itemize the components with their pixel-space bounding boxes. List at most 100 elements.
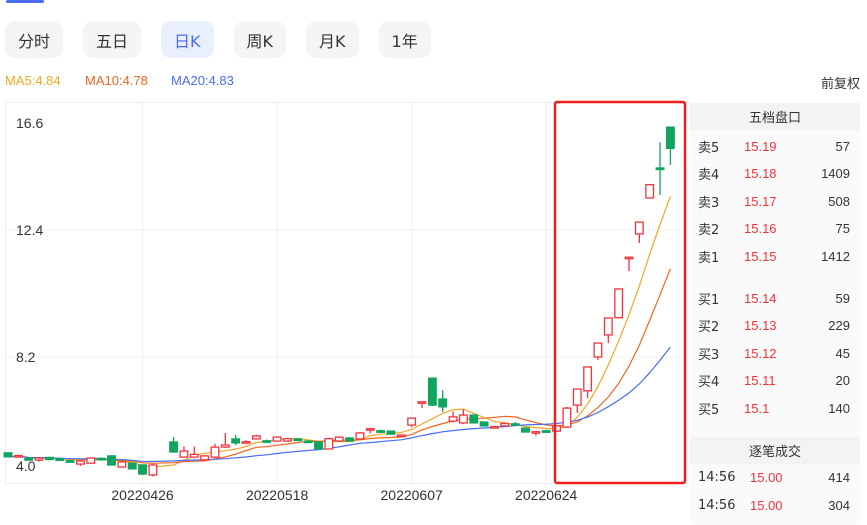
candle — [200, 455, 210, 461]
candle-body — [603, 317, 613, 336]
candle-body — [541, 430, 551, 433]
candle — [34, 457, 44, 462]
row-price: 15.11 — [744, 373, 776, 388]
ask-row: 卖1 15.15 1412 — [698, 246, 850, 266]
tab-intraday[interactable]: 分时 — [5, 21, 64, 58]
candle-body — [562, 407, 572, 428]
candle — [521, 427, 530, 433]
candle-body — [469, 414, 479, 424]
candle — [489, 425, 499, 429]
candle — [407, 417, 417, 428]
row-label: 14:56 — [698, 469, 736, 485]
candle-body — [634, 221, 644, 235]
candle — [251, 434, 261, 440]
tab-monthly-k[interactable]: 月K — [306, 21, 359, 58]
ask-row: 卖2 15.16 75 — [698, 219, 850, 239]
tab-daily-k[interactable]: 日K — [161, 21, 214, 58]
candle — [220, 432, 230, 448]
candle-body — [345, 437, 354, 442]
candle-body — [262, 440, 272, 443]
row-volume: 57 — [835, 138, 850, 154]
bid-row: 买1 15.14 59 — [698, 288, 850, 308]
candle-body — [427, 377, 437, 406]
highlight-box — [553, 100, 687, 485]
candle-body — [665, 126, 675, 149]
candle — [334, 436, 344, 442]
candle-body — [396, 434, 406, 438]
x-tick: 20220607 — [381, 487, 444, 503]
candle-body — [500, 422, 510, 427]
candle-body — [210, 446, 220, 458]
active-tab-indicator — [6, 0, 44, 3]
row-label: 买1 — [698, 292, 720, 308]
candle-body — [417, 401, 427, 404]
trade-row: 14:56 15.00 304 — [698, 495, 850, 515]
candle-body — [76, 460, 85, 465]
x-tick: 20220518 — [246, 487, 309, 503]
candle — [293, 438, 303, 442]
row-label: 14:56 — [698, 497, 736, 513]
candle-body — [241, 441, 251, 444]
bid-row: 买3 15.12 45 — [698, 343, 850, 363]
candle-body — [438, 398, 448, 408]
row-volume: 304 — [828, 497, 850, 513]
candle-body — [510, 423, 520, 426]
candle-body — [531, 431, 541, 434]
candle-body — [138, 464, 147, 475]
candle — [179, 446, 189, 458]
candle — [189, 446, 199, 458]
trades-title: 逐笔成交 — [690, 437, 860, 464]
bid-row: 买5 15.1 140 — [698, 398, 850, 418]
row-price: 15.00 — [750, 497, 783, 513]
candle — [96, 457, 106, 461]
candle — [376, 429, 386, 433]
kline-chart[interactable]: 16.6 12.4 8.2 4.0 20220426 20220518 202206… — [0, 0, 690, 525]
order-book-panel: 五档盘口 卖5 15.19 57 卖4 15.18 1409 卖3 15.17 508 卖2 15.… — [690, 103, 860, 525]
adjust-mode-button[interactable]: 前复权 — [820, 77, 860, 92]
candle-body — [376, 430, 386, 433]
candle-body — [324, 437, 334, 450]
candle-body — [96, 457, 106, 461]
candle-body — [655, 167, 665, 171]
row-label: 卖1 — [698, 250, 720, 266]
candle-body — [200, 455, 210, 461]
row-label: 买4 — [698, 375, 720, 390]
row-price: 15.14 — [744, 290, 777, 306]
tab-weekly-k[interactable]: 周K — [233, 21, 287, 58]
row-price: 15.19 — [744, 138, 777, 154]
row-volume: 1409 — [821, 166, 850, 181]
candle — [427, 377, 437, 406]
ma10-line — [7, 268, 671, 464]
candle-body — [169, 441, 179, 453]
candle-body — [448, 416, 458, 422]
candle — [593, 342, 603, 361]
ask-row: 卖5 15.19 57 — [698, 136, 850, 156]
candle-body — [614, 288, 624, 319]
candle-body — [251, 435, 261, 440]
candle-body — [86, 457, 96, 464]
candle-body — [645, 183, 655, 199]
candle — [417, 401, 427, 409]
candle — [355, 431, 365, 440]
row-label: 卖2 — [698, 223, 720, 238]
candle — [624, 256, 634, 272]
candle-body — [44, 456, 54, 461]
row-price: 15.13 — [744, 318, 777, 333]
candle-body — [189, 453, 199, 458]
candle — [500, 422, 510, 427]
row-volume: 508 — [828, 193, 850, 209]
candle-body — [552, 425, 561, 432]
tab-one-year[interactable]: 1年 — [378, 21, 431, 58]
candle-body — [220, 444, 230, 448]
row-label: 买3 — [698, 347, 720, 363]
row-label: 买2 — [698, 320, 720, 335]
candle — [458, 409, 468, 425]
tab-five-day[interactable]: 五日 — [83, 21, 142, 58]
candle-body — [282, 437, 292, 442]
candle-body — [489, 425, 499, 429]
row-volume: 140 — [828, 400, 850, 416]
candle — [138, 464, 147, 475]
row-label: 买5 — [698, 402, 720, 418]
candle-body — [231, 438, 241, 444]
x-tick: 20220624 — [515, 487, 578, 503]
